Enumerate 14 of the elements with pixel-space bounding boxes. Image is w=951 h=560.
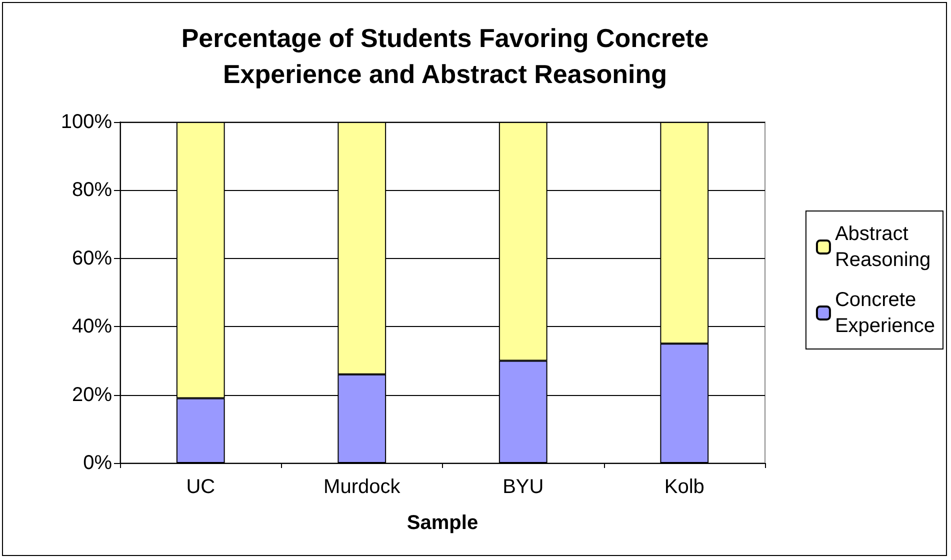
y-tick-label: 40% <box>72 316 112 338</box>
legend-label: Abstract Reasoning <box>834 223 931 271</box>
x-tick-label: UC <box>186 476 216 498</box>
legend-label: Concrete Experience <box>834 289 936 337</box>
y-tick-label: 100% <box>60 111 112 133</box>
x-tick-label: Kolb <box>664 476 704 498</box>
y-tick-label: 20% <box>72 384 112 406</box>
y-tick-label: 0% <box>83 452 112 474</box>
x-axis-title: Sample <box>406 512 478 534</box>
chart-title: Percentage of Students Favoring Concrete Experience and Abstract Reasoning <box>181 23 709 89</box>
y-tick-label: 60% <box>72 247 112 270</box>
y-tick-label: 80% <box>72 179 112 202</box>
x-tick-label: Murdock <box>324 476 402 498</box>
x-tick-label: BYU <box>502 476 544 498</box>
